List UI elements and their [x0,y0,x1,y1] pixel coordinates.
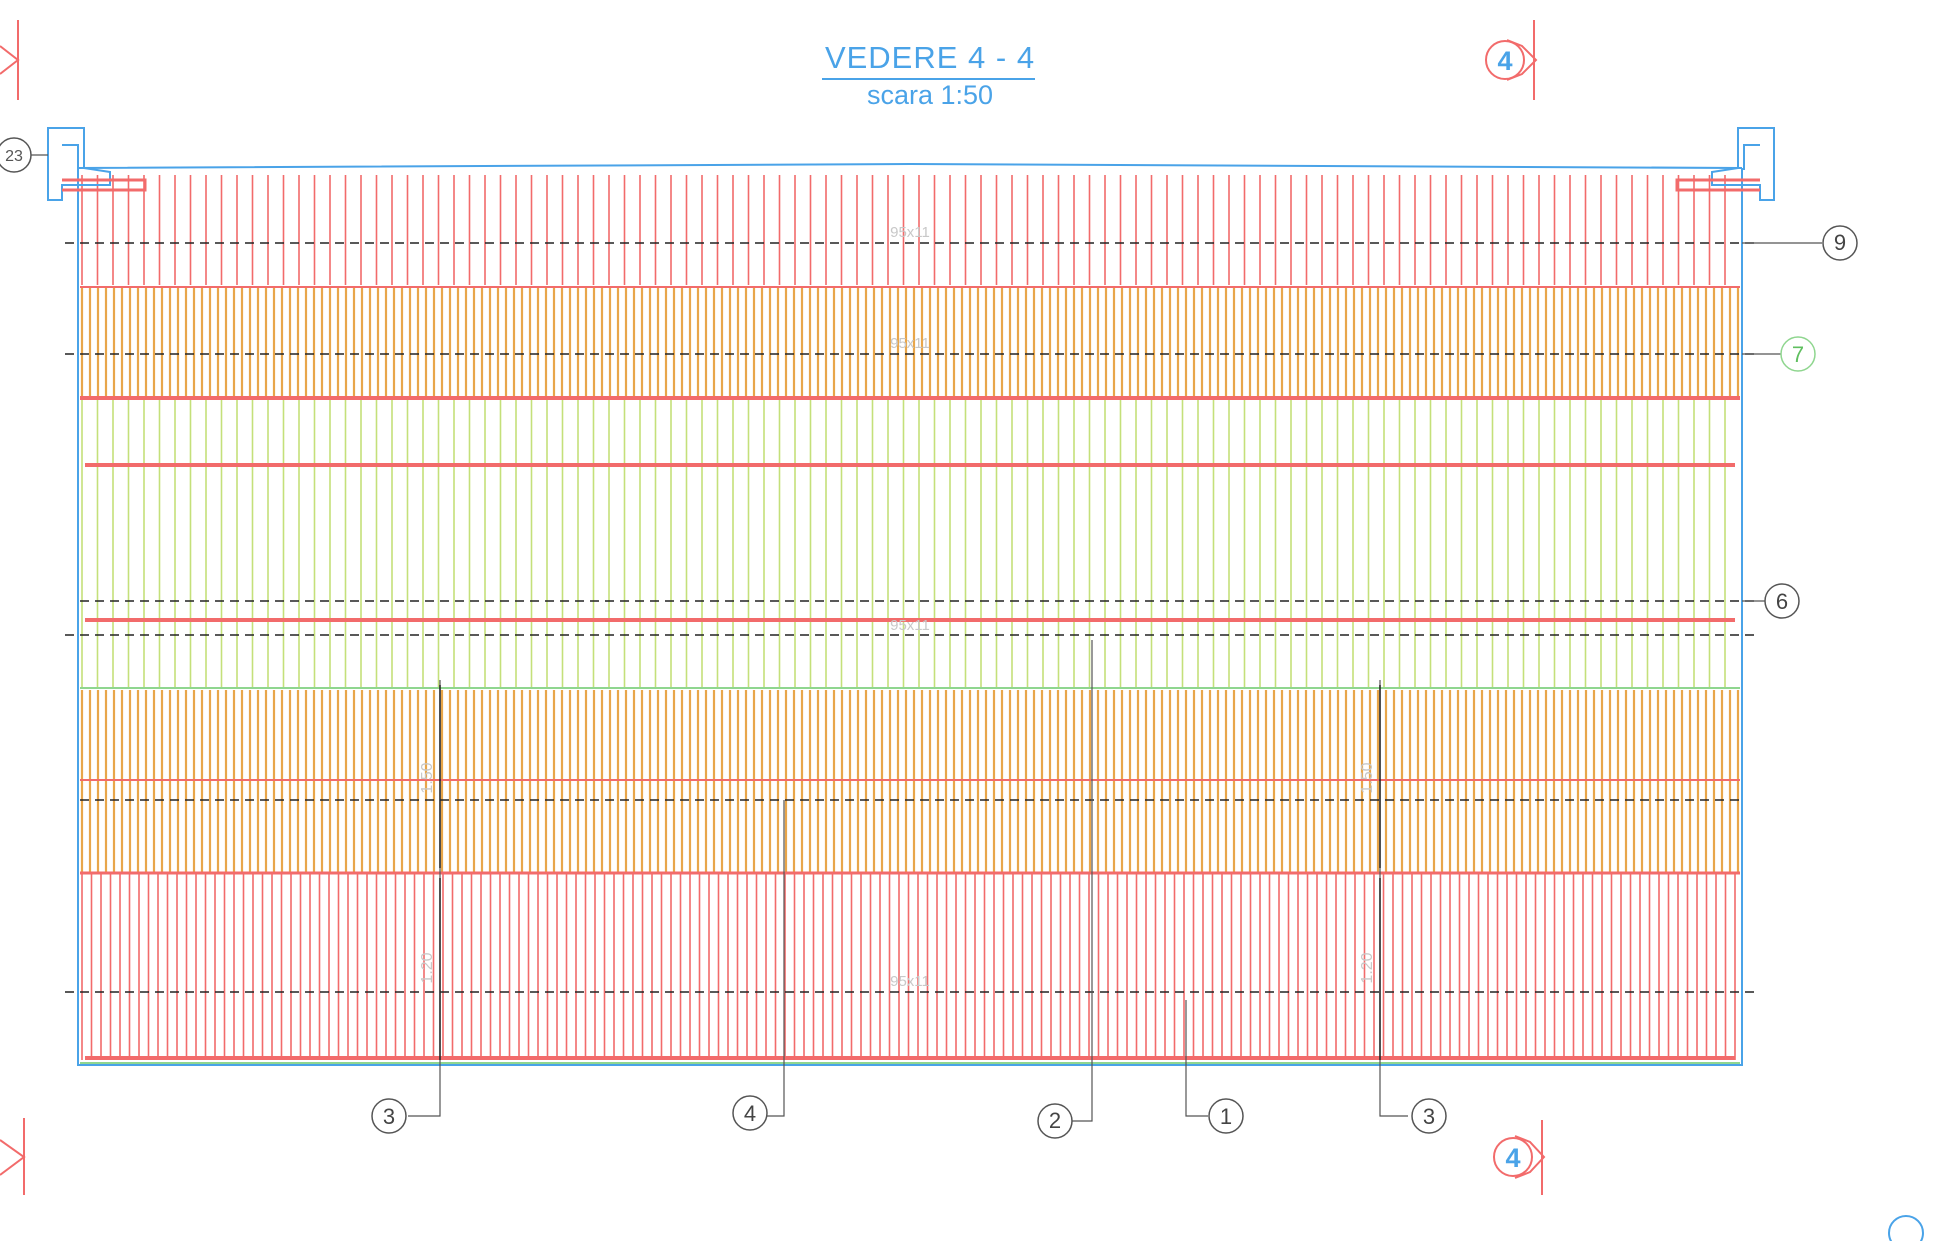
rebar-group-orange-upper [80,287,1740,398]
bar-spec-top: 95x11 [890,224,930,241]
callout-bubble-2 [1037,1103,1073,1139]
band-separators [80,286,1740,1064]
dimension-lower-right: 1.20 [1359,952,1376,983]
callout-label-7: 7 [1792,342,1804,367]
rebar-group-bottom [81,873,1736,1060]
dimension-upper-right: 1.50 [1359,762,1376,793]
callout-label-6: 6 [1776,589,1788,614]
bar-spec-middle: 95x11 [890,617,930,634]
callout-group [371,225,1858,1139]
cap-bars [62,178,1760,192]
corner-marker [1888,1215,1924,1241]
callout-bubble-4 [732,1095,768,1131]
edge-marker-left-bottom [0,1118,26,1195]
callout-label-2: 2 [1049,1108,1061,1133]
bar-spec-upper: 95x11 [890,335,930,352]
callout-bubble-3-right [1411,1098,1447,1134]
section-marker-bottom [1493,1120,1546,1195]
callout-label-3-right: 3 [1423,1104,1435,1129]
callout-bubble-3-left [371,1098,407,1134]
drawing-title: VEDERE 4 - 4 [824,40,1036,75]
callout-label-9: 9 [1834,230,1846,255]
section-label-bottom: 4 [1505,1143,1520,1173]
dimension-lower-left: 1.20 [419,952,436,983]
dimension-upper-left: 1.50 [419,762,436,793]
callout-bubble-7 [1780,336,1816,372]
title-underline [822,78,1035,80]
drawing-scale: scara 1:50 [866,80,994,110]
edge-marker-left-top [0,20,20,100]
callout-label-3-left: 3 [383,1104,395,1129]
callout-bubble-6 [1764,583,1800,619]
section-label-top: 4 [1497,46,1512,76]
callout-label-1: 1 [1220,1104,1232,1129]
callout-bubble-9 [1822,225,1858,261]
callout-label-4: 4 [744,1101,756,1126]
section-outline [47,127,1775,1066]
section-marker-top [1485,20,1538,100]
rebar-group-green [81,398,1726,688]
rebar-group-orange-lower [80,690,1740,873]
rebar-group-top [81,175,1726,285]
bar-spec-bottom: 95x11 [890,973,930,990]
callout-bubble-1 [1208,1098,1244,1134]
corner-callout-label: 23 [5,148,23,165]
dashed-reference-lines [65,242,1760,993]
dimension-lines [439,685,1381,1060]
